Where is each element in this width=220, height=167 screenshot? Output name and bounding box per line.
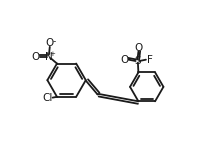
Text: -: - <box>52 37 56 46</box>
Text: F: F <box>147 55 152 65</box>
Text: +: + <box>49 50 55 56</box>
Text: Cl: Cl <box>42 93 53 103</box>
Text: S: S <box>134 56 141 66</box>
Text: N: N <box>45 51 53 61</box>
Text: O: O <box>32 51 40 61</box>
Text: O: O <box>46 38 54 48</box>
Text: O: O <box>134 43 143 53</box>
Text: O: O <box>120 55 128 65</box>
